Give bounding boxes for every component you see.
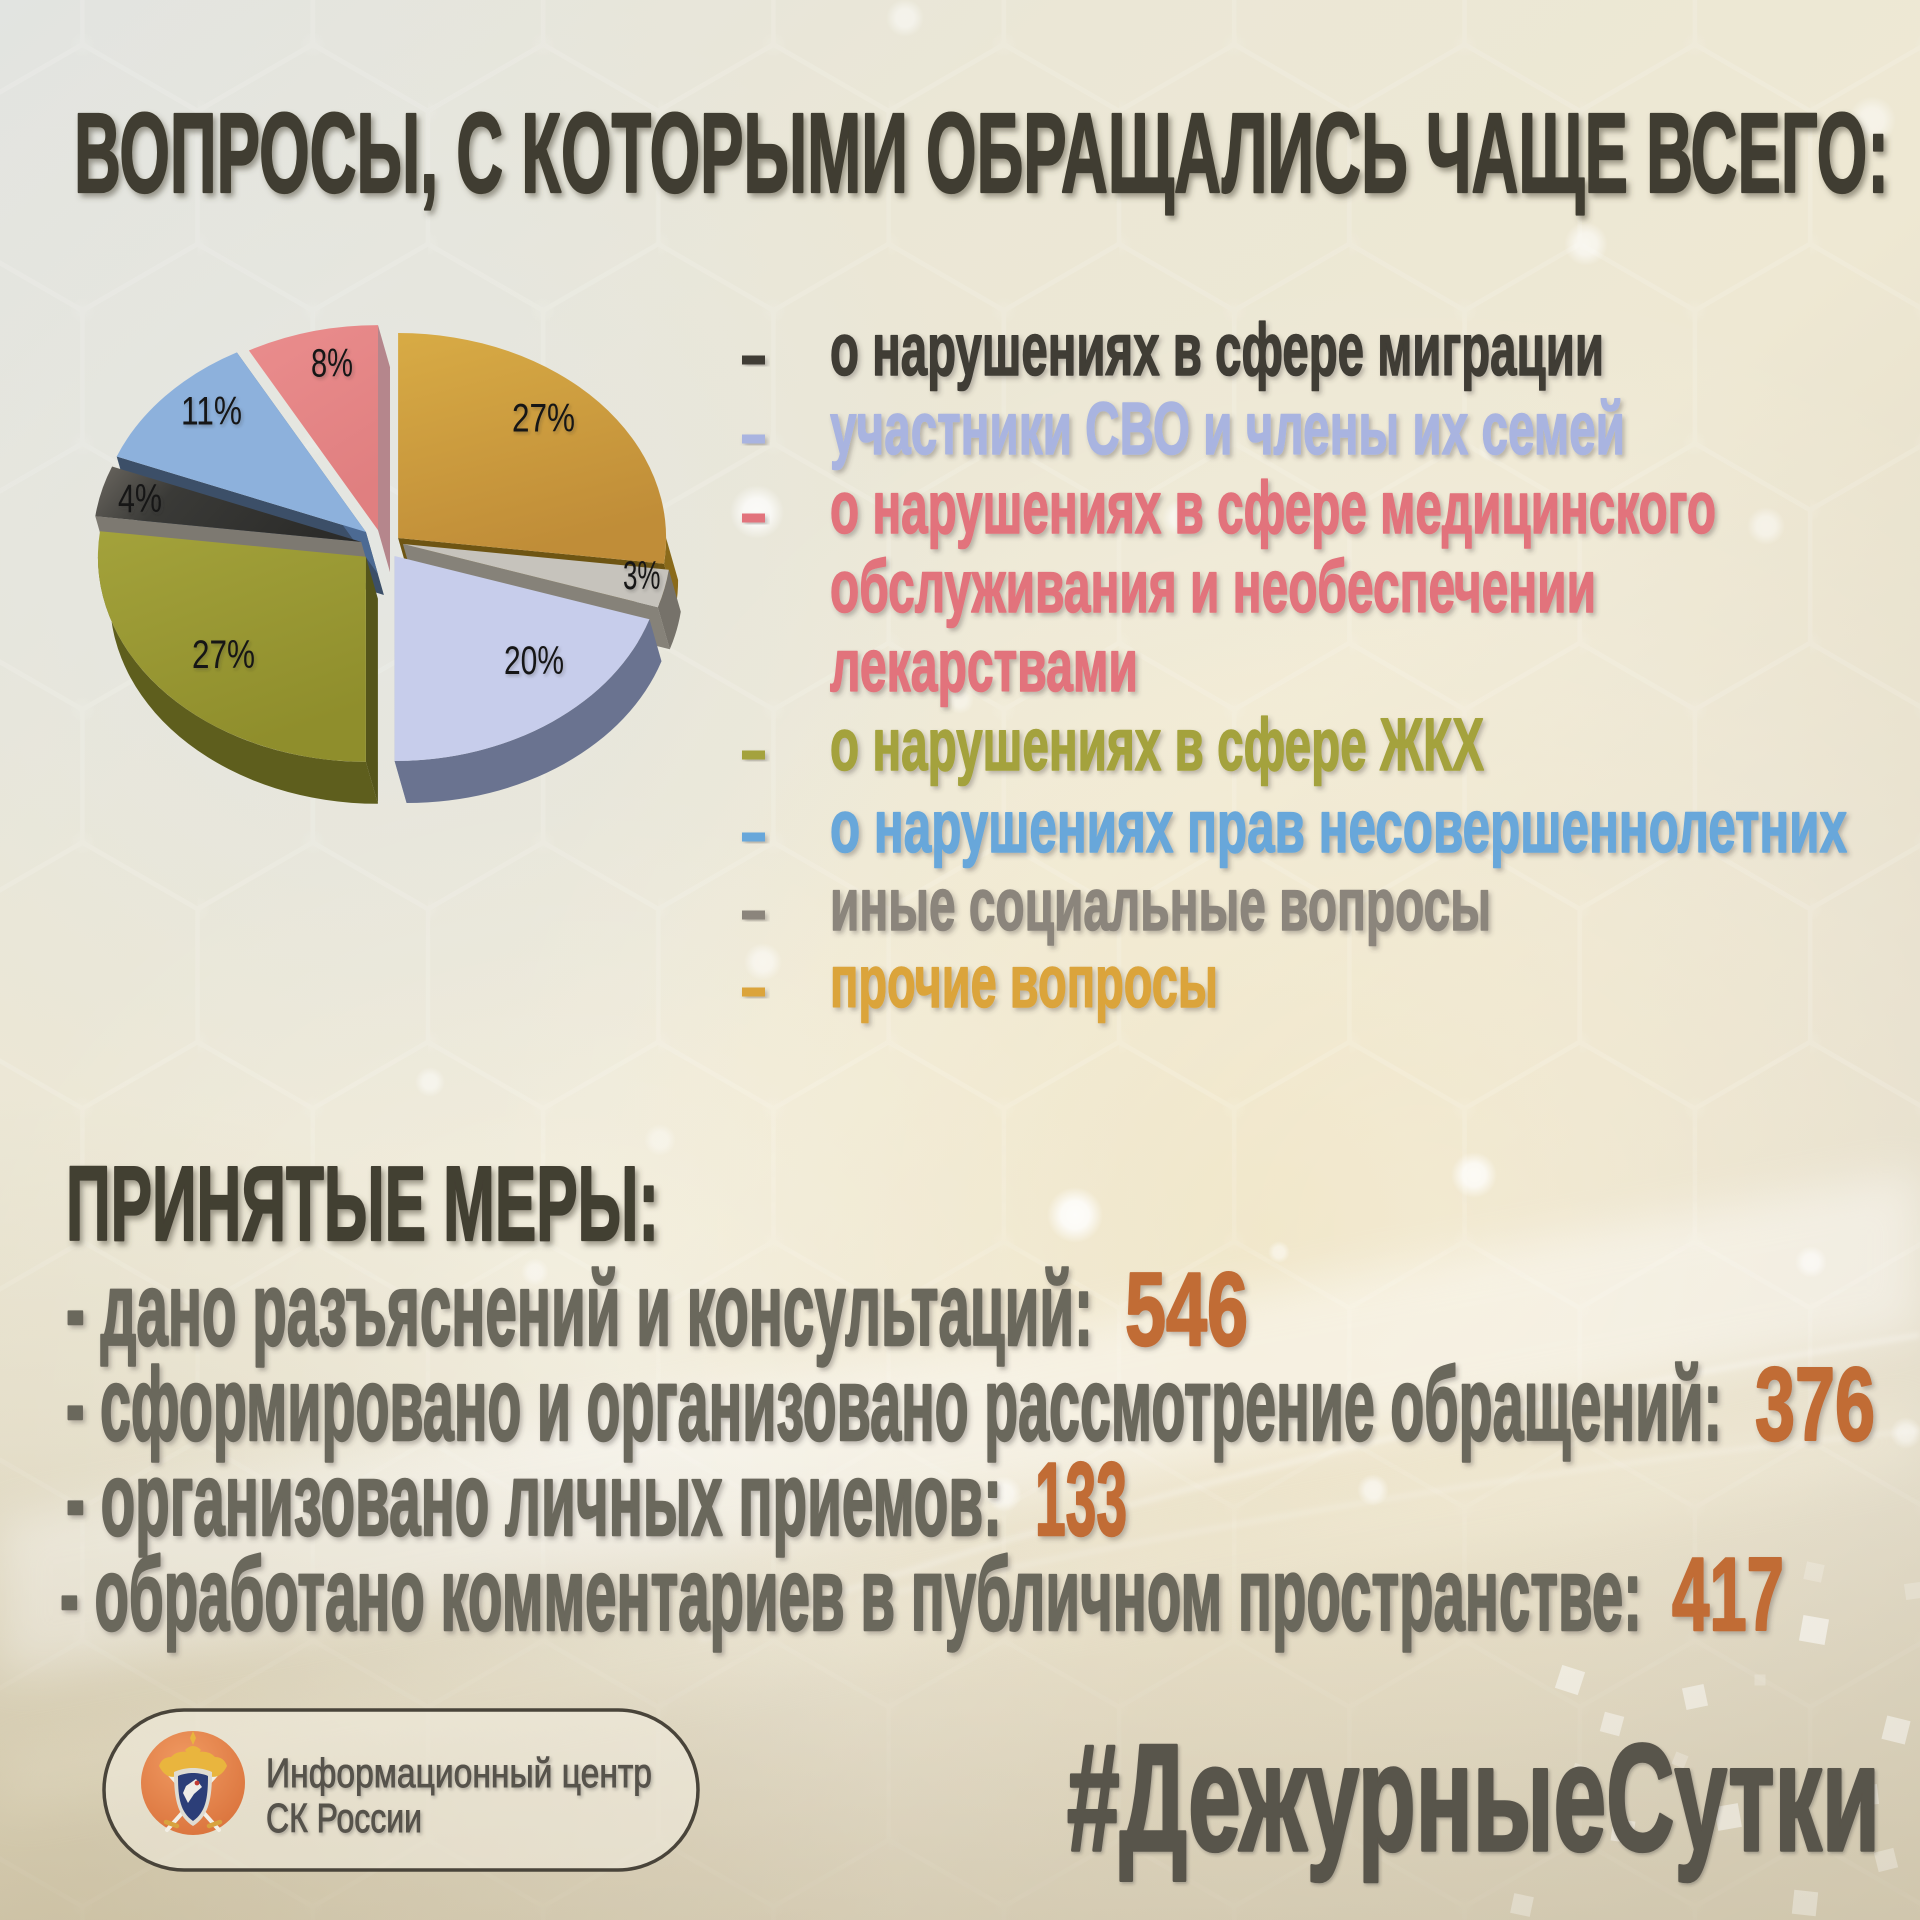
svg-text:417: 417 <box>1672 1537 1784 1653</box>
svg-text:обслуживания и необеспечении: обслуживания и необеспечении <box>830 545 1596 628</box>
svg-text:8%: 8% <box>311 342 353 386</box>
svg-text:546: 546 <box>1125 1252 1248 1368</box>
svg-text:о нарушениях в сфере ЖКХ: о нарушениях в сфере ЖКХ <box>830 703 1484 786</box>
svg-text:СК России: СК России <box>266 1795 422 1841</box>
svg-text:о нарушениях в сфере миграции: о нарушениях в сфере миграции <box>830 308 1604 391</box>
svg-text:27%: 27% <box>192 633 255 677</box>
svg-text:20%: 20% <box>504 639 564 683</box>
svg-text:прочие вопросы: прочие вопросы <box>830 940 1218 1023</box>
svg-text:- сформировано и организовано: - сформировано и организовано рассмотрен… <box>66 1347 1722 1463</box>
svg-text:3%: 3% <box>623 554 661 598</box>
svg-text:ПРИНЯТЫЕ МЕРЫ:: ПРИНЯТЫЕ МЕРЫ: <box>66 1145 659 1263</box>
svg-text:участники СВО и члены их семей: участники СВО и члены их семей <box>830 387 1625 470</box>
svg-text:376: 376 <box>1755 1347 1875 1463</box>
svg-text:иные социальные вопросы: иные социальные вопросы <box>830 863 1491 946</box>
svg-text:лекарствами: лекарствами <box>830 624 1138 707</box>
svg-text:Информационный центр: Информационный центр <box>266 1750 652 1796</box>
svg-text:ВОПРОСЫ, С КОТОРЫМИ ОБРАЩАЛИСЬ: ВОПРОСЫ, С КОТОРЫМИ ОБРАЩАЛИСЬ ЧАЩЕ ВСЕГ… <box>74 90 1889 216</box>
svg-text:- дано разъяснений и консульта: - дано разъяснений и консультаций: <box>66 1252 1093 1368</box>
svg-text:- обработано комментариев в пу: - обработано комментариев в публичном пр… <box>60 1537 1642 1653</box>
svg-text:#ДежурныеСутки: #ДежурныеСутки <box>1067 1713 1880 1883</box>
svg-text:133: 133 <box>1035 1442 1127 1558</box>
svg-text:о нарушениях прав несовершенно: о нарушениях прав несовершеннолетних <box>830 785 1847 868</box>
svg-text:11%: 11% <box>181 390 242 434</box>
svg-text:о нарушениях в сфере медицинск: о нарушениях в сфере медицинского <box>830 466 1716 549</box>
svg-text:27%: 27% <box>512 397 575 441</box>
svg-text:4%: 4% <box>118 477 162 521</box>
svg-text:- организовано личных приемов:: - организовано личных приемов: <box>66 1442 1002 1558</box>
